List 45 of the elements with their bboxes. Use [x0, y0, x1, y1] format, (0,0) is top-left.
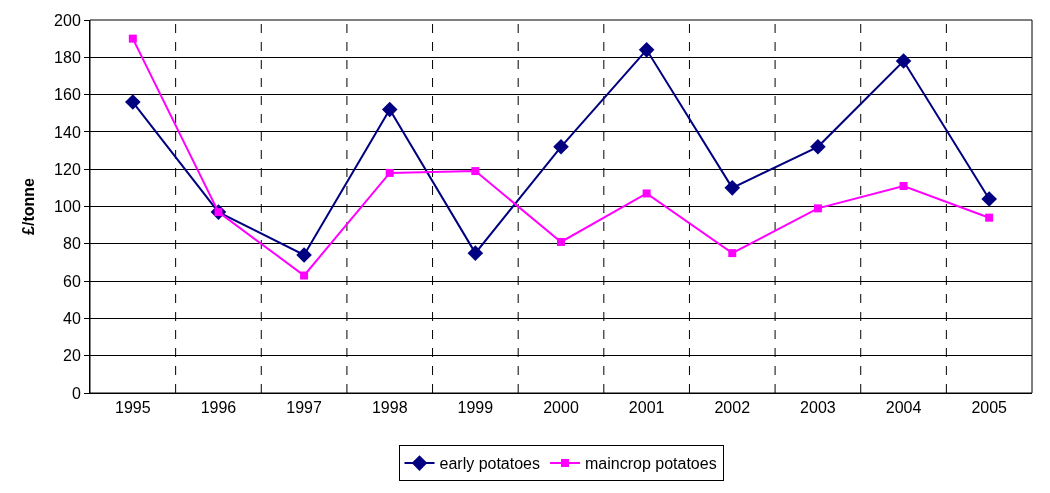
y-tick-label: 120 [54, 160, 81, 178]
x-tick-label: 2001 [628, 399, 665, 417]
y-tick-label: 100 [54, 198, 81, 216]
x-tick-label: 2000 [543, 399, 579, 417]
point [985, 213, 994, 222]
x-tick-label: 1996 [200, 399, 237, 417]
point [296, 247, 312, 263]
point [557, 237, 565, 246]
y-tick-label: 200 [54, 11, 81, 29]
point [125, 94, 141, 110]
legend-label: maincrop potatoes [585, 455, 717, 473]
y-tick-label: 0 [71, 384, 81, 402]
x-tick-label: 1995 [115, 399, 151, 417]
x-tick-label: 1997 [286, 399, 322, 417]
point [128, 34, 137, 43]
y-tick-label: 40 [63, 310, 81, 327]
point [810, 139, 826, 155]
x-tick-label: 2004 [885, 399, 922, 417]
y-tick-label: 180 [54, 48, 81, 66]
point [638, 42, 655, 58]
point [471, 167, 480, 176]
point [899, 181, 908, 190]
point [385, 168, 394, 177]
point [724, 180, 741, 196]
y-tick-label: 160 [54, 86, 81, 104]
point [300, 271, 309, 280]
y-axis-title: £/tonne [20, 177, 37, 235]
legend-label: early potatoes [439, 455, 541, 473]
point [728, 249, 737, 258]
point [813, 204, 822, 213]
point [467, 245, 484, 261]
x-tick-label: 2005 [971, 399, 1008, 417]
x-tick-label: 1999 [457, 399, 494, 417]
point [642, 189, 651, 198]
x-tick-label: 1998 [371, 399, 408, 417]
x-tick-label: 2002 [714, 399, 751, 417]
point [981, 191, 997, 207]
y-tick-label: 80 [63, 235, 81, 253]
y-tick-label: 60 [63, 272, 81, 290]
point [381, 101, 398, 118]
point [553, 139, 569, 155]
y-tick-label: 140 [54, 123, 81, 141]
y-tick-label: 20 [63, 347, 81, 365]
x-tick-label: 2003 [800, 399, 836, 417]
point [895, 53, 912, 69]
